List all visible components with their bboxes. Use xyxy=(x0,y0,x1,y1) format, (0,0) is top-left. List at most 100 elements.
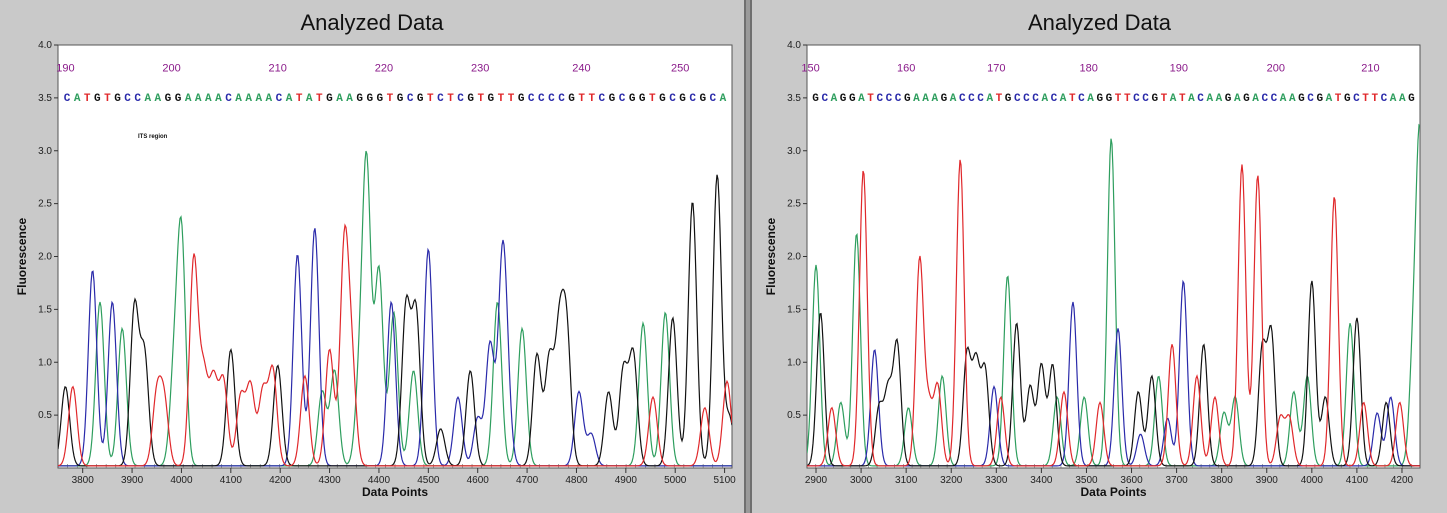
x-tick-label: 4200 xyxy=(269,475,292,486)
base-call-G: G xyxy=(1151,93,1158,105)
base-call-C: C xyxy=(1032,93,1039,105)
base-position-label: 200 xyxy=(1267,62,1285,74)
base-call-G: G xyxy=(467,93,474,105)
base-call-A: A xyxy=(1188,93,1195,105)
base-call-G: G xyxy=(1243,93,1250,105)
base-call-A: A xyxy=(155,93,162,105)
base-call-C: C xyxy=(669,93,676,105)
x-tick-label: 5100 xyxy=(713,475,736,486)
x-tick-label: 3900 xyxy=(121,475,144,486)
base-call-C: C xyxy=(1381,93,1388,105)
x-tick-label: 4000 xyxy=(1301,475,1324,486)
base-call-T: T xyxy=(578,93,585,105)
x-tick-label: 3100 xyxy=(895,475,918,486)
base-position-label: 200 xyxy=(162,62,180,74)
base-call-T: T xyxy=(296,93,303,105)
base-call-A: A xyxy=(1206,93,1213,105)
base-call-A: A xyxy=(144,93,151,105)
base-call-G: G xyxy=(417,93,424,105)
base-call-C: C xyxy=(1261,93,1268,105)
base-call-G: G xyxy=(812,93,819,105)
base-call-A: A xyxy=(931,93,938,105)
x-tick-label: 3900 xyxy=(1256,475,1279,486)
base-call-T: T xyxy=(427,93,434,105)
base-call-C: C xyxy=(538,93,545,105)
base-call-T: T xyxy=(387,93,394,105)
base-call-C: C xyxy=(1197,93,1204,105)
y-tick-label: 1.0 xyxy=(38,357,52,368)
base-call-A: A xyxy=(74,93,81,105)
base-call-G: G xyxy=(609,93,616,105)
trace-A xyxy=(807,123,1420,467)
base-call-G: G xyxy=(518,93,525,105)
base-call-A: A xyxy=(185,93,192,105)
base-call-G: G xyxy=(356,93,363,105)
y-tick-label: 4.0 xyxy=(38,40,52,51)
base-call-A: A xyxy=(266,93,273,105)
panel-splitter[interactable] xyxy=(744,0,752,513)
electropherogram-chart-left: 0.5 1.0 1.5 2.0 2.5 3.0 3.5 4.0 3800 3900 4000 4100… xyxy=(15,40,736,499)
y-tick-label: 1.0 xyxy=(787,357,801,368)
base-call-C: C xyxy=(968,93,975,105)
base-call-A: A xyxy=(1399,93,1406,105)
base-call-T: T xyxy=(1179,93,1186,105)
region-annotation: ITS region xyxy=(138,134,168,140)
x-tick-label: 3700 xyxy=(1165,475,1188,486)
base-call-A: A xyxy=(720,93,727,105)
base-call-A: A xyxy=(831,93,838,105)
base-call-T: T xyxy=(104,93,111,105)
base-call-C: C xyxy=(134,93,141,105)
base-call-A: A xyxy=(950,93,957,105)
base-call-G: G xyxy=(1106,93,1113,105)
y-axis-title: Fluorescence xyxy=(15,217,29,295)
base-call-G: G xyxy=(1096,93,1103,105)
base-position-label: 210 xyxy=(1361,62,1379,74)
base-call-T: T xyxy=(316,93,323,105)
base-call-T: T xyxy=(447,93,454,105)
base-call-T: T xyxy=(1335,93,1342,105)
base-call-T: T xyxy=(1371,93,1378,105)
base-call-C: C xyxy=(895,93,902,105)
base-call-G: G xyxy=(175,93,182,105)
base-call-C: C xyxy=(599,93,606,105)
plot-area xyxy=(57,44,733,469)
base-call-G: G xyxy=(849,93,856,105)
base-call-A: A xyxy=(858,93,865,105)
base-call-A: A xyxy=(1234,93,1241,105)
base-call-T: T xyxy=(84,93,91,105)
trace-T xyxy=(807,159,1420,467)
base-call-C: C xyxy=(558,93,565,105)
y-axis-title: Fluorescence xyxy=(764,217,778,295)
base-call-A: A xyxy=(255,93,262,105)
base-call-A: A xyxy=(306,93,313,105)
base-call-T: T xyxy=(1362,93,1369,105)
y-tick-label: 2.0 xyxy=(787,252,801,263)
base-call-C: C xyxy=(1353,93,1360,105)
base-call-C: C xyxy=(886,93,893,105)
base-position-label: 180 xyxy=(1080,62,1098,74)
base-call-T: T xyxy=(588,93,595,105)
base-call-G: G xyxy=(1316,93,1323,105)
base-position-label: 210 xyxy=(269,62,287,74)
base-call-G: G xyxy=(904,93,911,105)
base-call-A: A xyxy=(235,93,242,105)
base-call-A: A xyxy=(922,93,929,105)
base-call-G: G xyxy=(639,93,646,105)
base-position-label: 220 xyxy=(375,62,393,74)
base-call-A: A xyxy=(986,93,993,105)
y-tick-label: 3.5 xyxy=(787,93,801,104)
y-tick-label: 2.5 xyxy=(38,199,52,210)
base-call-A: A xyxy=(1390,93,1397,105)
base-call-G: G xyxy=(165,93,172,105)
base-call-G: G xyxy=(659,93,666,105)
base-call-T: T xyxy=(996,93,1003,105)
base-position-label: 230 xyxy=(471,62,489,74)
base-call-G: G xyxy=(377,93,384,105)
base-call-T: T xyxy=(1115,93,1122,105)
base-position-label: 150 xyxy=(801,62,819,74)
base-call-C: C xyxy=(276,93,283,105)
base-call-A: A xyxy=(286,93,293,105)
x-tick-label: 3600 xyxy=(1120,475,1143,486)
